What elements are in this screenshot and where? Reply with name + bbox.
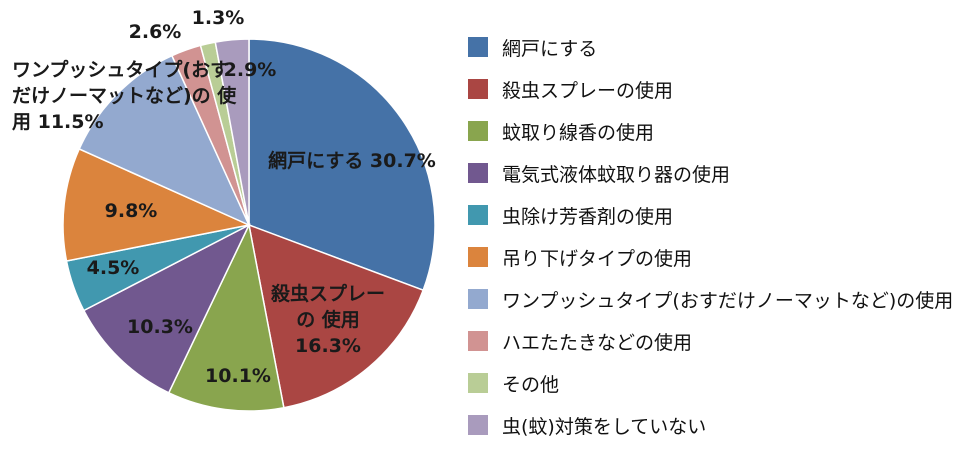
legend-label: 虫(蚊)対策をしていない (502, 415, 707, 438)
legend-label: 網戸にする (502, 37, 598, 60)
slice-data-label: 10.3% (127, 316, 193, 338)
pie-plot: 網戸にする 30.7% 殺虫スプレーの 使用 16.3% 10.1% 10.3% 4.5%… (12, 7, 436, 412)
pie-slice (248, 223, 425, 409)
slice-data-label: 殺虫スプレーの 使用 16.3% (270, 282, 385, 357)
legend-label: その他 (502, 373, 560, 396)
legend-swatch (468, 289, 488, 309)
legend-item: 網戸にする (468, 26, 973, 68)
legend-item: 虫(蚊)対策をしていない (468, 404, 973, 446)
legend-item: 虫除け芳香剤の使用 (468, 194, 973, 236)
legend-item: 吊り下げタイプの使用 (468, 236, 973, 278)
pie-slice (248, 38, 436, 292)
legend-swatch (468, 37, 488, 57)
legend-swatch (468, 163, 488, 183)
pie-slice (78, 54, 251, 227)
slice-data-label: 4.5% (87, 257, 140, 279)
slice-data-label: 2.9% (224, 59, 277, 81)
legend-item: 殺虫スプレーの使用 (468, 68, 973, 110)
slice-data-label: 9.8% (105, 200, 158, 222)
legend-label: ハエたたきなどの使用 (502, 331, 693, 354)
legend: 網戸にする殺虫スプレーの使用 蚊取り線香の使用電気式液体蚊取り器の使用 虫除け芳香剤… (468, 26, 973, 446)
slice-data-label: 10.1% (205, 365, 271, 387)
legend-item: 蚊取り線香の使用 (468, 110, 973, 152)
legend-label: 電気式液体蚊取り器の使用 (502, 163, 731, 186)
legend-label: ワンプッシュタイプ(おすだけノーマットなど)の使用 (502, 289, 954, 312)
legend-swatch (468, 79, 488, 99)
legend-item: ワンプッシュタイプ(おすだけノーマットなど)の使用 (468, 278, 973, 320)
pie-slice (62, 147, 252, 262)
pie-slice (82, 223, 251, 394)
legend-swatch (468, 205, 488, 225)
slice-data-label: 2.6% (129, 21, 182, 43)
legend-item: ハエたたきなどの使用 (468, 320, 973, 362)
pie-slice (167, 222, 285, 412)
legend-label: 吊り下げタイプの使用 (502, 247, 693, 270)
pie-slice (214, 38, 250, 226)
slice-data-label: 網戸にする 30.7% (268, 149, 436, 172)
slice-data-label: 1.3% (192, 7, 245, 29)
legend-swatch (468, 415, 488, 435)
legend-label: 虫除け芳香剤の使用 (502, 205, 674, 228)
legend-swatch (468, 373, 488, 393)
legend-swatch (468, 331, 488, 351)
legend-swatch (468, 247, 488, 267)
legend-label: 蚊取り線香の使用 (502, 121, 655, 144)
legend-label: 殺虫スプレーの使用 (502, 79, 674, 102)
legend-swatch (468, 121, 488, 141)
legend-item: その他 (468, 362, 973, 404)
legend-item: 電気式液体蚊取り器の使用 (468, 152, 973, 194)
slice-data-label: ワンプッシュタイプ(おすだけノーマットなど)の 使用 11.5% (12, 58, 237, 133)
